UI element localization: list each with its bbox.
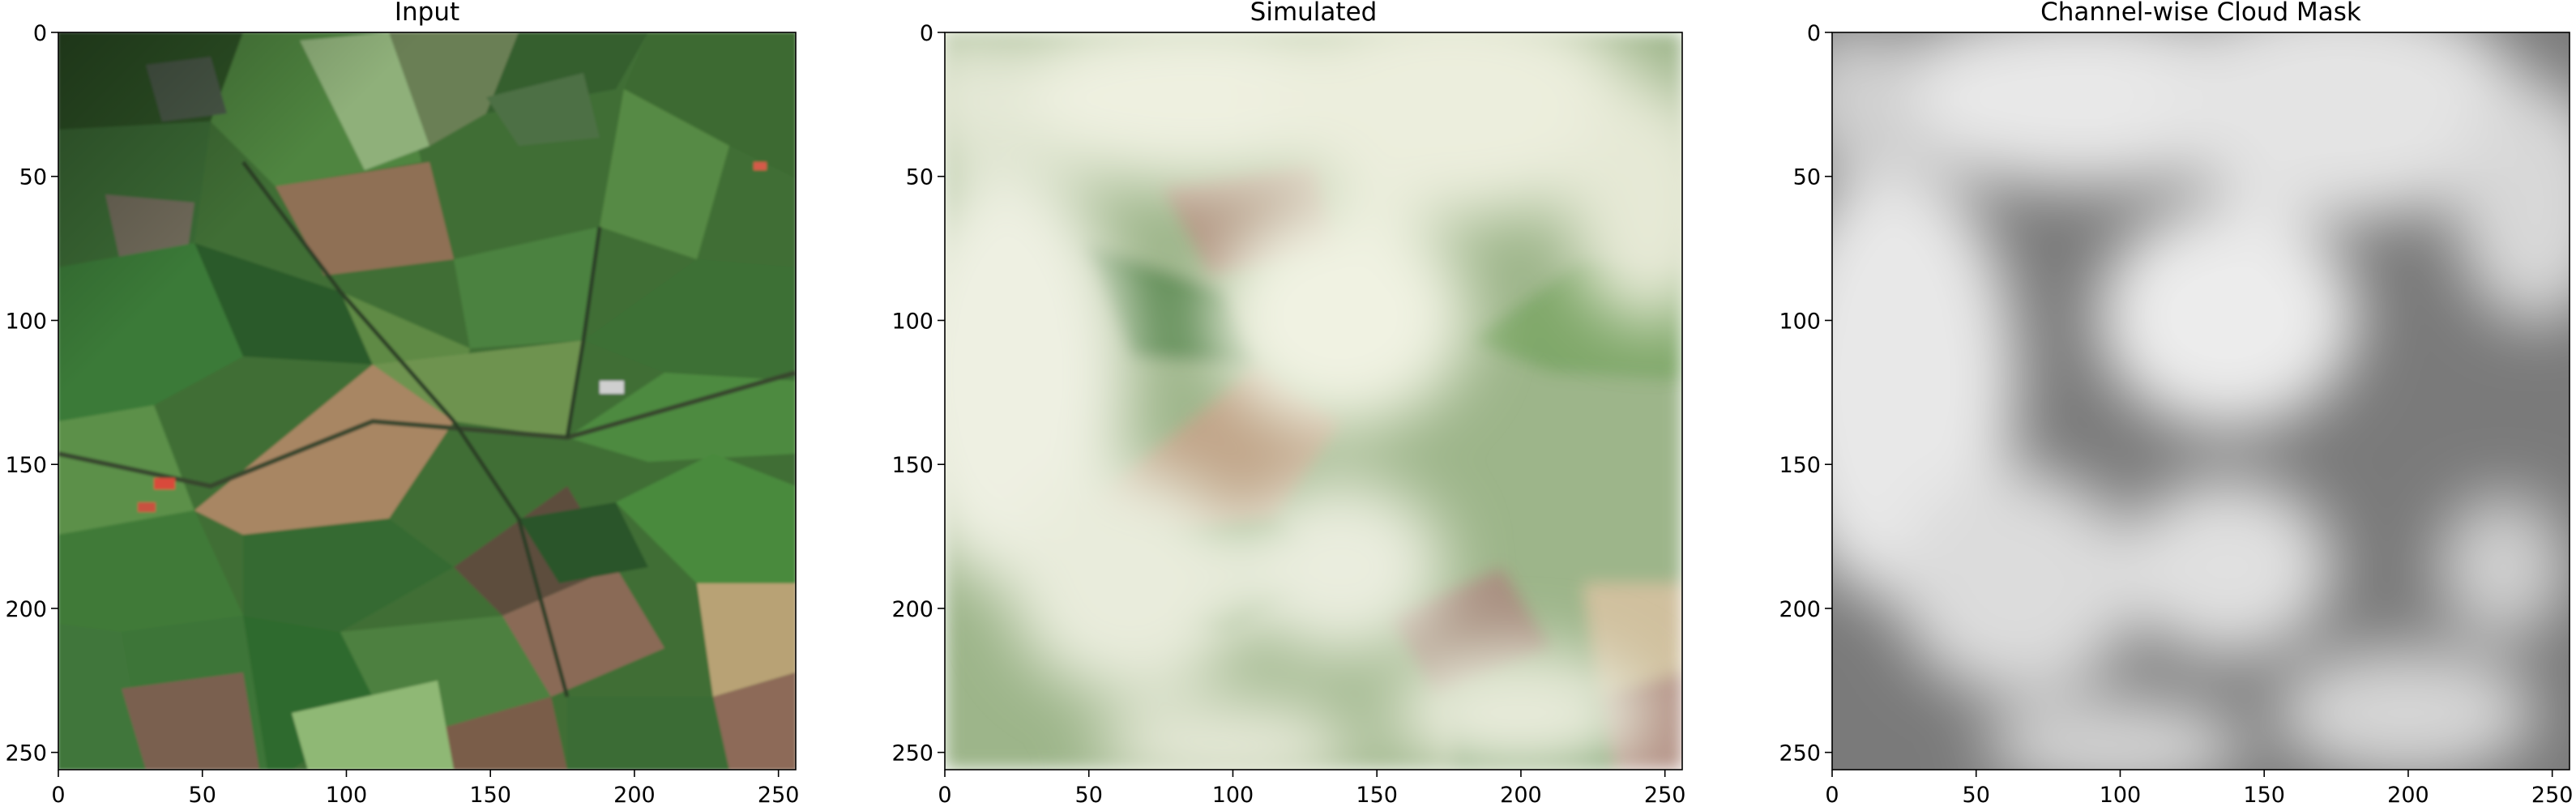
x-tick-label: 250: [1644, 783, 1686, 808]
y-tick-label: 100: [1779, 309, 1821, 334]
y-tick-label: 150: [891, 453, 933, 478]
y-tick-label: 150: [5, 453, 47, 478]
y-tick-label: 200: [891, 597, 933, 622]
y-tick-label: 200: [1779, 597, 1821, 622]
x-tick-label: 150: [1356, 783, 1398, 808]
axes-frame: [1831, 32, 2570, 770]
x-tick-label: 50: [1963, 783, 1990, 808]
x-tick-label: 250: [758, 783, 800, 808]
y-tick-label: 50: [906, 165, 933, 190]
panel-input: Input: [58, 0, 796, 770]
panel-simulated: Simulated: [945, 0, 1682, 770]
y-tick-label: 200: [5, 597, 47, 622]
y-tick-label: 50: [1793, 165, 1821, 190]
x-tick-label: 100: [326, 783, 368, 808]
panel-title: Channel-wise Cloud Mask: [2040, 0, 2361, 27]
y-tick-label: 250: [5, 741, 47, 766]
axes-frame: [944, 32, 1683, 770]
y-tick-label: 50: [19, 165, 47, 190]
x-tick-label: 250: [2531, 783, 2574, 808]
x-tick-label: 200: [613, 783, 656, 808]
x-tick-label: 0: [1825, 783, 1839, 808]
panel-title: Simulated: [1250, 0, 1378, 27]
panel-title: Input: [395, 0, 459, 27]
y-tick-label: 0: [920, 21, 933, 46]
satellite-image: [58, 32, 796, 770]
y-tick-label: 250: [1779, 741, 1821, 766]
x-tick-label: 200: [1500, 783, 1542, 808]
y-tick-label: 0: [1807, 21, 1821, 46]
y-tick-label: 0: [33, 21, 47, 46]
x-tick-label: 0: [938, 783, 951, 808]
x-tick-label: 150: [2243, 783, 2285, 808]
x-tick-label: 100: [1212, 783, 1254, 808]
mask-image: [1832, 32, 2570, 770]
y-tick-label: 250: [891, 741, 933, 766]
x-tick-label: 150: [469, 783, 511, 808]
x-tick-label: 200: [2387, 783, 2429, 808]
x-tick-label: 0: [51, 783, 65, 808]
y-tick-label: 100: [891, 309, 933, 334]
x-tick-label: 50: [189, 783, 216, 808]
simulated-image: [945, 32, 1682, 770]
panel-cloud-mask: Channel-wise Cloud Mask: [1832, 0, 2570, 770]
x-tick-label: 100: [2100, 783, 2142, 808]
x-tick-label: 50: [1075, 783, 1103, 808]
y-tick-label: 150: [1779, 453, 1821, 478]
y-tick-label: 100: [5, 309, 47, 334]
axes-frame: [58, 32, 797, 770]
